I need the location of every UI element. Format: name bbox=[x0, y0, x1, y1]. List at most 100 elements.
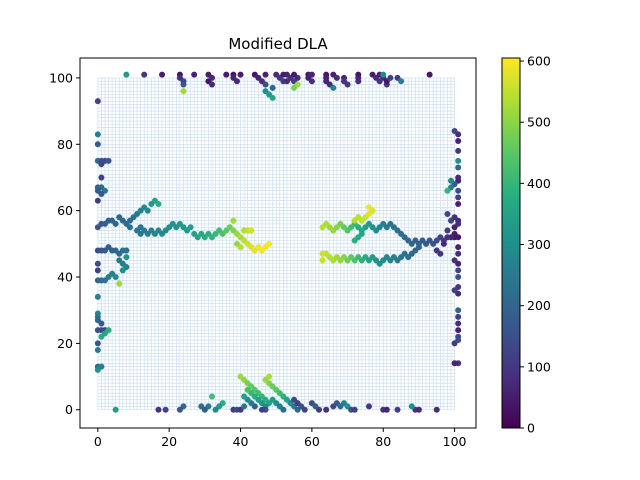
data-point bbox=[159, 71, 166, 78]
data-point bbox=[383, 406, 390, 413]
data-point bbox=[351, 237, 358, 244]
data-point bbox=[98, 320, 105, 327]
y-tick-label: 0 bbox=[65, 402, 73, 417]
x-tick-label: 80 bbox=[375, 434, 391, 449]
data-point bbox=[262, 71, 269, 78]
data-point bbox=[187, 224, 194, 231]
colorbar-tick-label: 500 bbox=[527, 115, 551, 130]
data-point bbox=[330, 84, 337, 91]
data-point bbox=[444, 227, 451, 234]
data-point bbox=[94, 267, 101, 274]
data-point bbox=[451, 340, 458, 347]
data-point bbox=[333, 74, 340, 81]
data-point bbox=[426, 71, 433, 78]
x-tick-label: 20 bbox=[161, 434, 177, 449]
data-point bbox=[141, 71, 148, 78]
data-point bbox=[455, 313, 462, 320]
data-point bbox=[233, 78, 240, 85]
data-point bbox=[180, 88, 187, 95]
data-point bbox=[94, 260, 101, 267]
data-point bbox=[280, 71, 287, 78]
data-point bbox=[241, 403, 248, 410]
data-point bbox=[294, 74, 301, 81]
colorbar: 0 100 200 300 400 500 600 bbox=[501, 54, 551, 436]
data-point bbox=[116, 280, 123, 287]
data-point bbox=[209, 393, 215, 400]
x-axis: 0 20 40 60 80 100 bbox=[94, 428, 467, 449]
y-tick-label: 100 bbox=[49, 70, 73, 85]
data-point bbox=[223, 71, 230, 78]
data-point bbox=[94, 340, 101, 347]
data-point bbox=[105, 327, 112, 334]
data-point bbox=[269, 84, 276, 91]
data-point bbox=[455, 220, 462, 227]
data-point bbox=[201, 406, 208, 413]
data-point bbox=[291, 396, 298, 403]
data-point bbox=[365, 204, 372, 211]
data-point bbox=[233, 240, 240, 247]
data-point bbox=[455, 137, 462, 144]
data-point bbox=[319, 250, 326, 257]
data-point bbox=[455, 234, 462, 241]
data-point bbox=[398, 78, 405, 85]
data-point bbox=[94, 131, 101, 138]
data-point bbox=[119, 267, 126, 274]
chart-title: Modified DLA bbox=[228, 35, 328, 53]
data-point bbox=[291, 84, 298, 91]
data-point bbox=[455, 157, 462, 164]
data-point bbox=[105, 157, 112, 164]
data-point bbox=[269, 94, 276, 101]
data-point bbox=[344, 81, 351, 88]
colorbar-tick-label: 400 bbox=[527, 176, 551, 191]
data-point bbox=[94, 293, 101, 300]
data-point bbox=[258, 406, 265, 413]
colorbar-gradient bbox=[502, 58, 520, 428]
plot-area: 0 20 40 60 80 100 0 20 40 60 80 100 bbox=[49, 57, 477, 449]
data-point bbox=[280, 406, 287, 413]
x-tick-label: 60 bbox=[304, 434, 320, 449]
data-point bbox=[408, 403, 415, 410]
data-point bbox=[98, 174, 105, 181]
data-point bbox=[455, 327, 462, 334]
data-point bbox=[112, 220, 119, 227]
data-point bbox=[209, 81, 215, 88]
data-point bbox=[237, 71, 244, 78]
data-point bbox=[444, 187, 451, 194]
data-point bbox=[380, 71, 387, 78]
data-point bbox=[155, 201, 162, 208]
data-point bbox=[262, 81, 269, 88]
data-point bbox=[316, 406, 323, 413]
plot-frame bbox=[79, 57, 477, 429]
data-point bbox=[433, 406, 440, 413]
data-point bbox=[180, 81, 187, 88]
grid bbox=[97, 77, 455, 411]
data-point bbox=[94, 366, 101, 373]
data-point bbox=[455, 131, 462, 138]
data-point bbox=[437, 250, 444, 257]
data-point bbox=[455, 164, 462, 171]
y-axis: 0 20 40 60 80 100 bbox=[49, 70, 80, 417]
data-point bbox=[455, 267, 462, 274]
data-point bbox=[308, 71, 315, 78]
x-tick-label: 40 bbox=[233, 434, 249, 449]
data-point bbox=[230, 217, 237, 224]
colorbar-tick-label: 200 bbox=[527, 298, 551, 313]
y-tick-label: 60 bbox=[57, 203, 73, 218]
data-point bbox=[455, 244, 462, 251]
data-point bbox=[440, 240, 447, 247]
data-point bbox=[241, 393, 248, 400]
data-point bbox=[308, 78, 315, 85]
scatter-points bbox=[94, 71, 462, 413]
data-point bbox=[455, 307, 462, 314]
data-point bbox=[191, 71, 198, 78]
colorbar-ticks: 0 100 200 300 400 500 600 bbox=[520, 54, 551, 436]
x-tick-label: 0 bbox=[94, 434, 102, 449]
data-point bbox=[319, 224, 326, 231]
data-point bbox=[455, 260, 462, 267]
data-point bbox=[455, 274, 462, 281]
y-tick-label: 20 bbox=[57, 336, 73, 351]
y-tick-label: 80 bbox=[57, 137, 73, 152]
data-point bbox=[455, 147, 462, 154]
x-tick-label: 100 bbox=[443, 434, 467, 449]
